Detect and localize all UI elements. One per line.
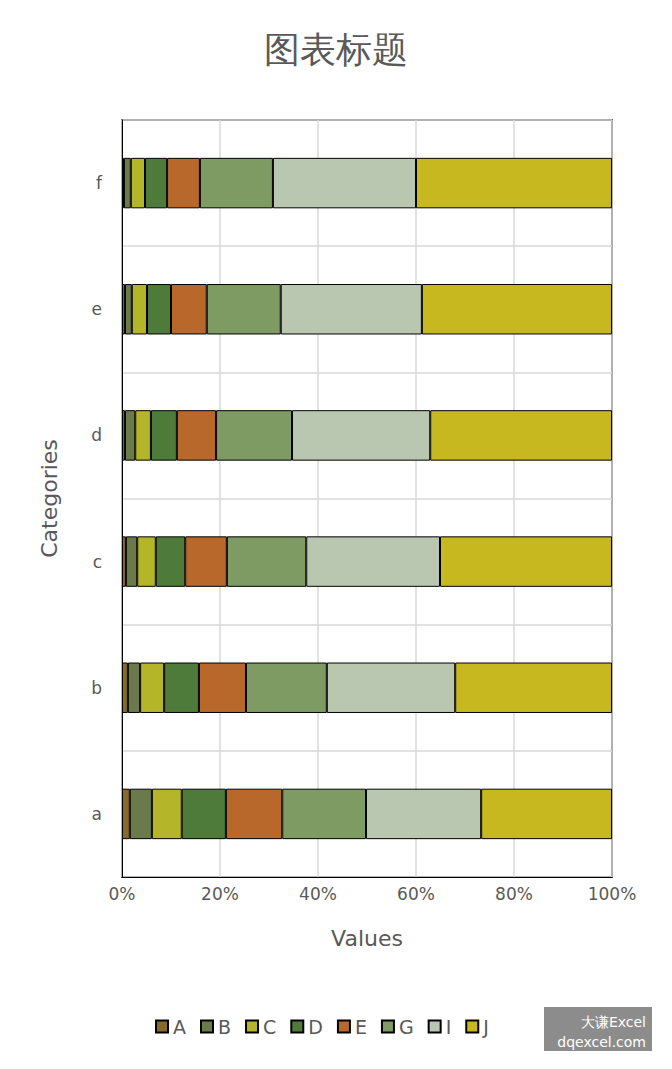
svg-text:I: I: [446, 1016, 452, 1038]
svg-text:A: A: [173, 1016, 186, 1038]
svg-text:b: b: [91, 678, 102, 698]
svg-text:a: a: [92, 804, 102, 824]
svg-text:J: J: [482, 1016, 489, 1038]
svg-text:大谦Excel: 大谦Excel: [581, 1014, 646, 1030]
svg-text:20%: 20%: [201, 884, 239, 904]
svg-text:80%: 80%: [495, 884, 533, 904]
svg-text:100%: 100%: [588, 884, 637, 904]
svg-text:Values: Values: [331, 926, 403, 951]
svg-text:60%: 60%: [397, 884, 435, 904]
svg-text:C: C: [263, 1016, 276, 1038]
svg-text:Categories: Categories: [37, 439, 62, 558]
svg-text:E: E: [355, 1016, 367, 1038]
svg-text:B: B: [218, 1016, 231, 1038]
svg-text:e: e: [92, 299, 102, 319]
svg-text:f: f: [96, 173, 103, 193]
svg-text:0%: 0%: [109, 884, 136, 904]
svg-text:d: d: [91, 425, 102, 445]
svg-text:c: c: [93, 552, 102, 572]
svg-text:图表标题: 图表标题: [264, 29, 408, 70]
svg-text:40%: 40%: [299, 884, 337, 904]
svg-text:G: G: [399, 1016, 414, 1038]
svg-text:D: D: [308, 1016, 323, 1038]
svg-text:dqexcel.com: dqexcel.com: [557, 1034, 646, 1050]
